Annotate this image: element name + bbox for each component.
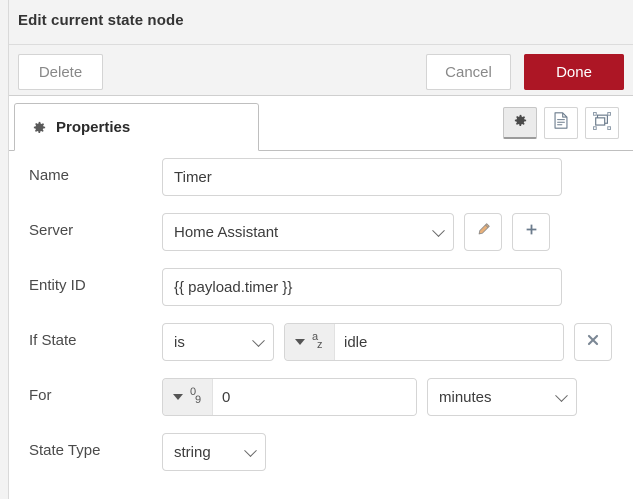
for-units-select[interactable]: minutes bbox=[427, 378, 577, 416]
form-row-for: For 0 9 minutes bbox=[9, 371, 633, 426]
chevron-down-icon bbox=[432, 224, 445, 238]
tab-bar: Properties bbox=[9, 96, 633, 151]
if-state-comparator-select[interactable]: is bbox=[162, 323, 274, 361]
description-document-icon-button[interactable] bbox=[544, 107, 578, 139]
tab-properties[interactable]: Properties bbox=[14, 103, 259, 151]
caret-down-icon bbox=[295, 339, 305, 345]
string-type-icon: a z bbox=[312, 331, 325, 352]
if-state-value-input[interactable] bbox=[335, 324, 563, 360]
plus-icon bbox=[524, 222, 539, 242]
scrollbar-track[interactable] bbox=[1, 98, 7, 458]
gear-icon bbox=[32, 120, 47, 135]
page-title: Edit current state node bbox=[18, 12, 184, 29]
tab-icon-button-group bbox=[503, 107, 619, 139]
pencil-icon bbox=[476, 222, 491, 242]
server-label: Server bbox=[29, 222, 74, 239]
chevron-down-icon bbox=[252, 334, 265, 348]
appearance-layers-icon-button[interactable] bbox=[585, 107, 619, 139]
done-button[interactable]: Done bbox=[524, 54, 624, 90]
chevron-down-icon bbox=[244, 444, 257, 458]
for-value-input[interactable] bbox=[213, 379, 416, 415]
state-type-select[interactable]: string bbox=[162, 433, 266, 471]
server-select-value: Home Assistant bbox=[174, 223, 279, 241]
if-state-typed-input: a z bbox=[284, 323, 564, 361]
caret-down-icon bbox=[173, 394, 183, 400]
server-select[interactable]: Home Assistant bbox=[162, 213, 454, 251]
if-state-field-wrap: is a z bbox=[162, 323, 612, 361]
form-row-entity-id: Entity ID bbox=[9, 261, 633, 316]
close-x-icon bbox=[586, 333, 600, 352]
form-row-server: Server Home Assistant bbox=[9, 206, 633, 261]
form-row-if-state: If State is a z bbox=[9, 316, 633, 371]
delete-button[interactable]: Delete bbox=[18, 54, 103, 90]
for-units-value: minutes bbox=[439, 388, 492, 406]
for-typed-input: 0 9 bbox=[162, 378, 417, 416]
state-type-value: string bbox=[174, 443, 211, 461]
entity-id-input[interactable] bbox=[162, 268, 562, 306]
server-field-wrap: Home Assistant bbox=[162, 213, 550, 251]
description-document-icon bbox=[553, 112, 569, 134]
if-state-clear-button[interactable] bbox=[574, 323, 612, 361]
string-type-icon-lower: z bbox=[317, 339, 323, 351]
add-server-button[interactable] bbox=[512, 213, 550, 251]
for-type-selector[interactable]: 0 9 bbox=[163, 379, 213, 415]
properties-gear-icon-button[interactable] bbox=[503, 107, 537, 139]
if-state-type-selector[interactable]: a z bbox=[285, 324, 335, 360]
edit-server-button[interactable] bbox=[464, 213, 502, 251]
number-type-icon-lower: 9 bbox=[195, 394, 202, 406]
number-type-icon-upper: 0 bbox=[190, 386, 197, 398]
name-field-wrap bbox=[162, 158, 562, 196]
string-type-icon-upper: a bbox=[312, 331, 319, 343]
state-type-field-wrap: string bbox=[162, 433, 266, 471]
form-row-state-type: State Type string bbox=[9, 426, 633, 481]
entity-id-label: Entity ID bbox=[29, 277, 86, 294]
properties-form: Name Server Home Assistant bbox=[9, 151, 633, 481]
name-label: Name bbox=[29, 167, 70, 184]
dialog-toolbar: Delete Cancel Done bbox=[9, 45, 633, 96]
tab-properties-label: Properties bbox=[56, 118, 131, 136]
state-type-label: State Type bbox=[29, 442, 101, 459]
number-type-icon: 0 9 bbox=[190, 386, 203, 407]
cancel-button[interactable]: Cancel bbox=[426, 54, 511, 90]
appearance-layers-icon bbox=[593, 111, 611, 135]
for-label: For bbox=[29, 387, 52, 404]
form-row-name: Name bbox=[9, 151, 633, 206]
gear-icon bbox=[513, 113, 528, 133]
dialog-header: Edit current state node bbox=[9, 0, 633, 45]
name-input[interactable] bbox=[162, 158, 562, 196]
if-state-label: If State bbox=[29, 332, 77, 349]
chevron-down-icon bbox=[555, 389, 568, 403]
if-state-comparator-value: is bbox=[174, 333, 185, 351]
for-field-wrap: 0 9 minutes bbox=[162, 378, 577, 416]
entity-id-field-wrap bbox=[162, 268, 562, 306]
tab-bar-underline bbox=[9, 150, 633, 151]
dialog-left-gutter bbox=[0, 0, 9, 499]
